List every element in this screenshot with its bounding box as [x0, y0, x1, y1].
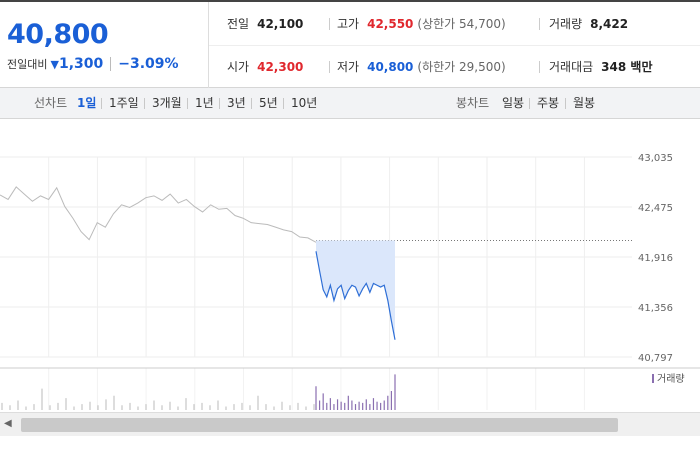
scrollbar-thumb[interactable]: [21, 418, 618, 432]
tab-3m[interactable]: 3개월: [152, 96, 182, 110]
current-price: 40,800: [7, 19, 109, 50]
intraday-chart: 43,035 42,475 41,916 41,356 40,797 거래량: [0, 120, 700, 420]
legend-swatch: [652, 374, 654, 383]
tab-1d[interactable]: 1일: [77, 96, 97, 110]
line-chart-label: 선차트: [34, 96, 68, 110]
divider: [529, 98, 530, 109]
chart-tabs: 선차트 1일 1주일 3개월 1년 3년 5년 10년 봉차트 일봉 주봉 월봉: [0, 88, 700, 119]
divider: [329, 61, 330, 73]
prev-close: 전일 42,100: [227, 16, 304, 32]
scroll-left-icon[interactable]: ◀: [4, 418, 12, 429]
change-divider: [110, 57, 112, 71]
y-tick-label: 40,797: [638, 353, 673, 364]
change-amount: 1,300: [58, 56, 104, 72]
history-series-line: [0, 186, 317, 243]
divider: [565, 98, 566, 109]
today-series-line: [315, 251, 396, 340]
tab-daily-candle[interactable]: 일봉: [502, 96, 525, 110]
price-box: 40,800 전일대비 ▼ 1,300 −3.09%: [0, 2, 209, 88]
y-tick-label: 41,356: [638, 303, 673, 314]
divider: [101, 98, 102, 109]
change-label: 전일대비: [7, 58, 48, 71]
tab-monthly-candle[interactable]: 월봉: [573, 96, 596, 110]
tab-weekly-candle[interactable]: 주봉: [537, 96, 560, 110]
y-tick-label: 41,916: [638, 253, 673, 264]
chart-scrollbar[interactable]: ◀: [0, 412, 700, 436]
divider: [144, 98, 145, 109]
divider: [539, 61, 540, 73]
high-price: 고가 42,550 (상한가 54,700): [337, 16, 506, 32]
down-arrow-icon: ▼: [50, 57, 59, 71]
quote-stats: 전일 42,100 고가 42,550 (상한가 54,700) 거래량 8,4…: [209, 2, 700, 88]
volume: 거래량 8,422: [549, 16, 629, 32]
tab-1y[interactable]: 1년: [195, 96, 214, 110]
low-price: 저가 40,800 (하한가 29,500): [337, 59, 506, 75]
candle-chart-label: 봉차트: [456, 96, 490, 110]
tab-3y[interactable]: 3년: [227, 96, 246, 110]
tab-10y[interactable]: 10년: [291, 96, 318, 110]
quote-panel: 40,800 전일대비 ▼ 1,300 −3.09% 전일 42,100 고가 …: [0, 0, 700, 88]
tab-1w[interactable]: 1주일: [109, 96, 139, 110]
divider: [187, 98, 188, 109]
legend-volume: 거래량: [657, 373, 685, 385]
divider: [251, 98, 252, 109]
change-percent: −3.09%: [118, 56, 179, 72]
trade-amount: 거래대금 348 백만: [549, 60, 653, 74]
tab-5y[interactable]: 5년: [259, 96, 278, 110]
change-row: 전일대비 ▼ 1,300 −3.09%: [7, 56, 179, 72]
y-tick-label: 43,035: [638, 153, 673, 164]
today-area-fill: [316, 240, 395, 340]
chart-svg: 43,035 42,475 41,916 41,356 40,797 거래량: [0, 153, 700, 410]
y-tick-label: 42,475: [638, 203, 673, 214]
divider: [539, 18, 540, 30]
open-price: 시가 42,300: [227, 59, 304, 75]
divider: [329, 18, 330, 30]
divider: [283, 98, 284, 109]
stats-row-2: 시가 42,300 저가 40,800 (하한가 29,500) 거래대금 34…: [209, 45, 700, 88]
stats-row-1: 전일 42,100 고가 42,550 (상한가 54,700) 거래량 8,4…: [209, 2, 700, 46]
divider: [219, 98, 220, 109]
